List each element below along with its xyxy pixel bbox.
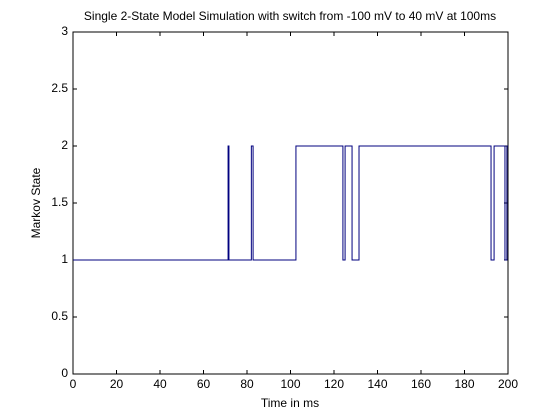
y-tick-label: 0 bbox=[61, 366, 68, 380]
y-tick-label: 3 bbox=[61, 24, 68, 38]
y-tick-label: 1.5 bbox=[51, 195, 68, 209]
x-tick-label: 100 bbox=[280, 377, 300, 391]
plot-box bbox=[72, 31, 509, 375]
x-tick-label: 0 bbox=[70, 377, 77, 391]
chart-title: Single 2-State Model Simulation with swi… bbox=[84, 9, 496, 23]
x-tick-label: 120 bbox=[324, 377, 344, 391]
x-tick-label: 140 bbox=[367, 377, 387, 391]
x-tick-label: 40 bbox=[153, 377, 167, 391]
x-axis-label: Time in ms bbox=[261, 396, 319, 410]
x-tick-label: 180 bbox=[454, 377, 474, 391]
y-axis-label: Markov State bbox=[29, 167, 43, 238]
x-tick-label: 60 bbox=[197, 377, 211, 391]
y-tick-label: 0.5 bbox=[51, 309, 68, 323]
y-tick-label: 2.5 bbox=[51, 81, 68, 95]
x-tick-label: 160 bbox=[411, 377, 431, 391]
data-line bbox=[73, 145, 508, 261]
y-tick-label: 1 bbox=[61, 252, 68, 266]
y-tick-label: 2 bbox=[61, 138, 68, 152]
x-tick-label: 200 bbox=[498, 377, 518, 391]
x-tick-label: 20 bbox=[110, 377, 124, 391]
x-tick-label: 80 bbox=[240, 377, 254, 391]
